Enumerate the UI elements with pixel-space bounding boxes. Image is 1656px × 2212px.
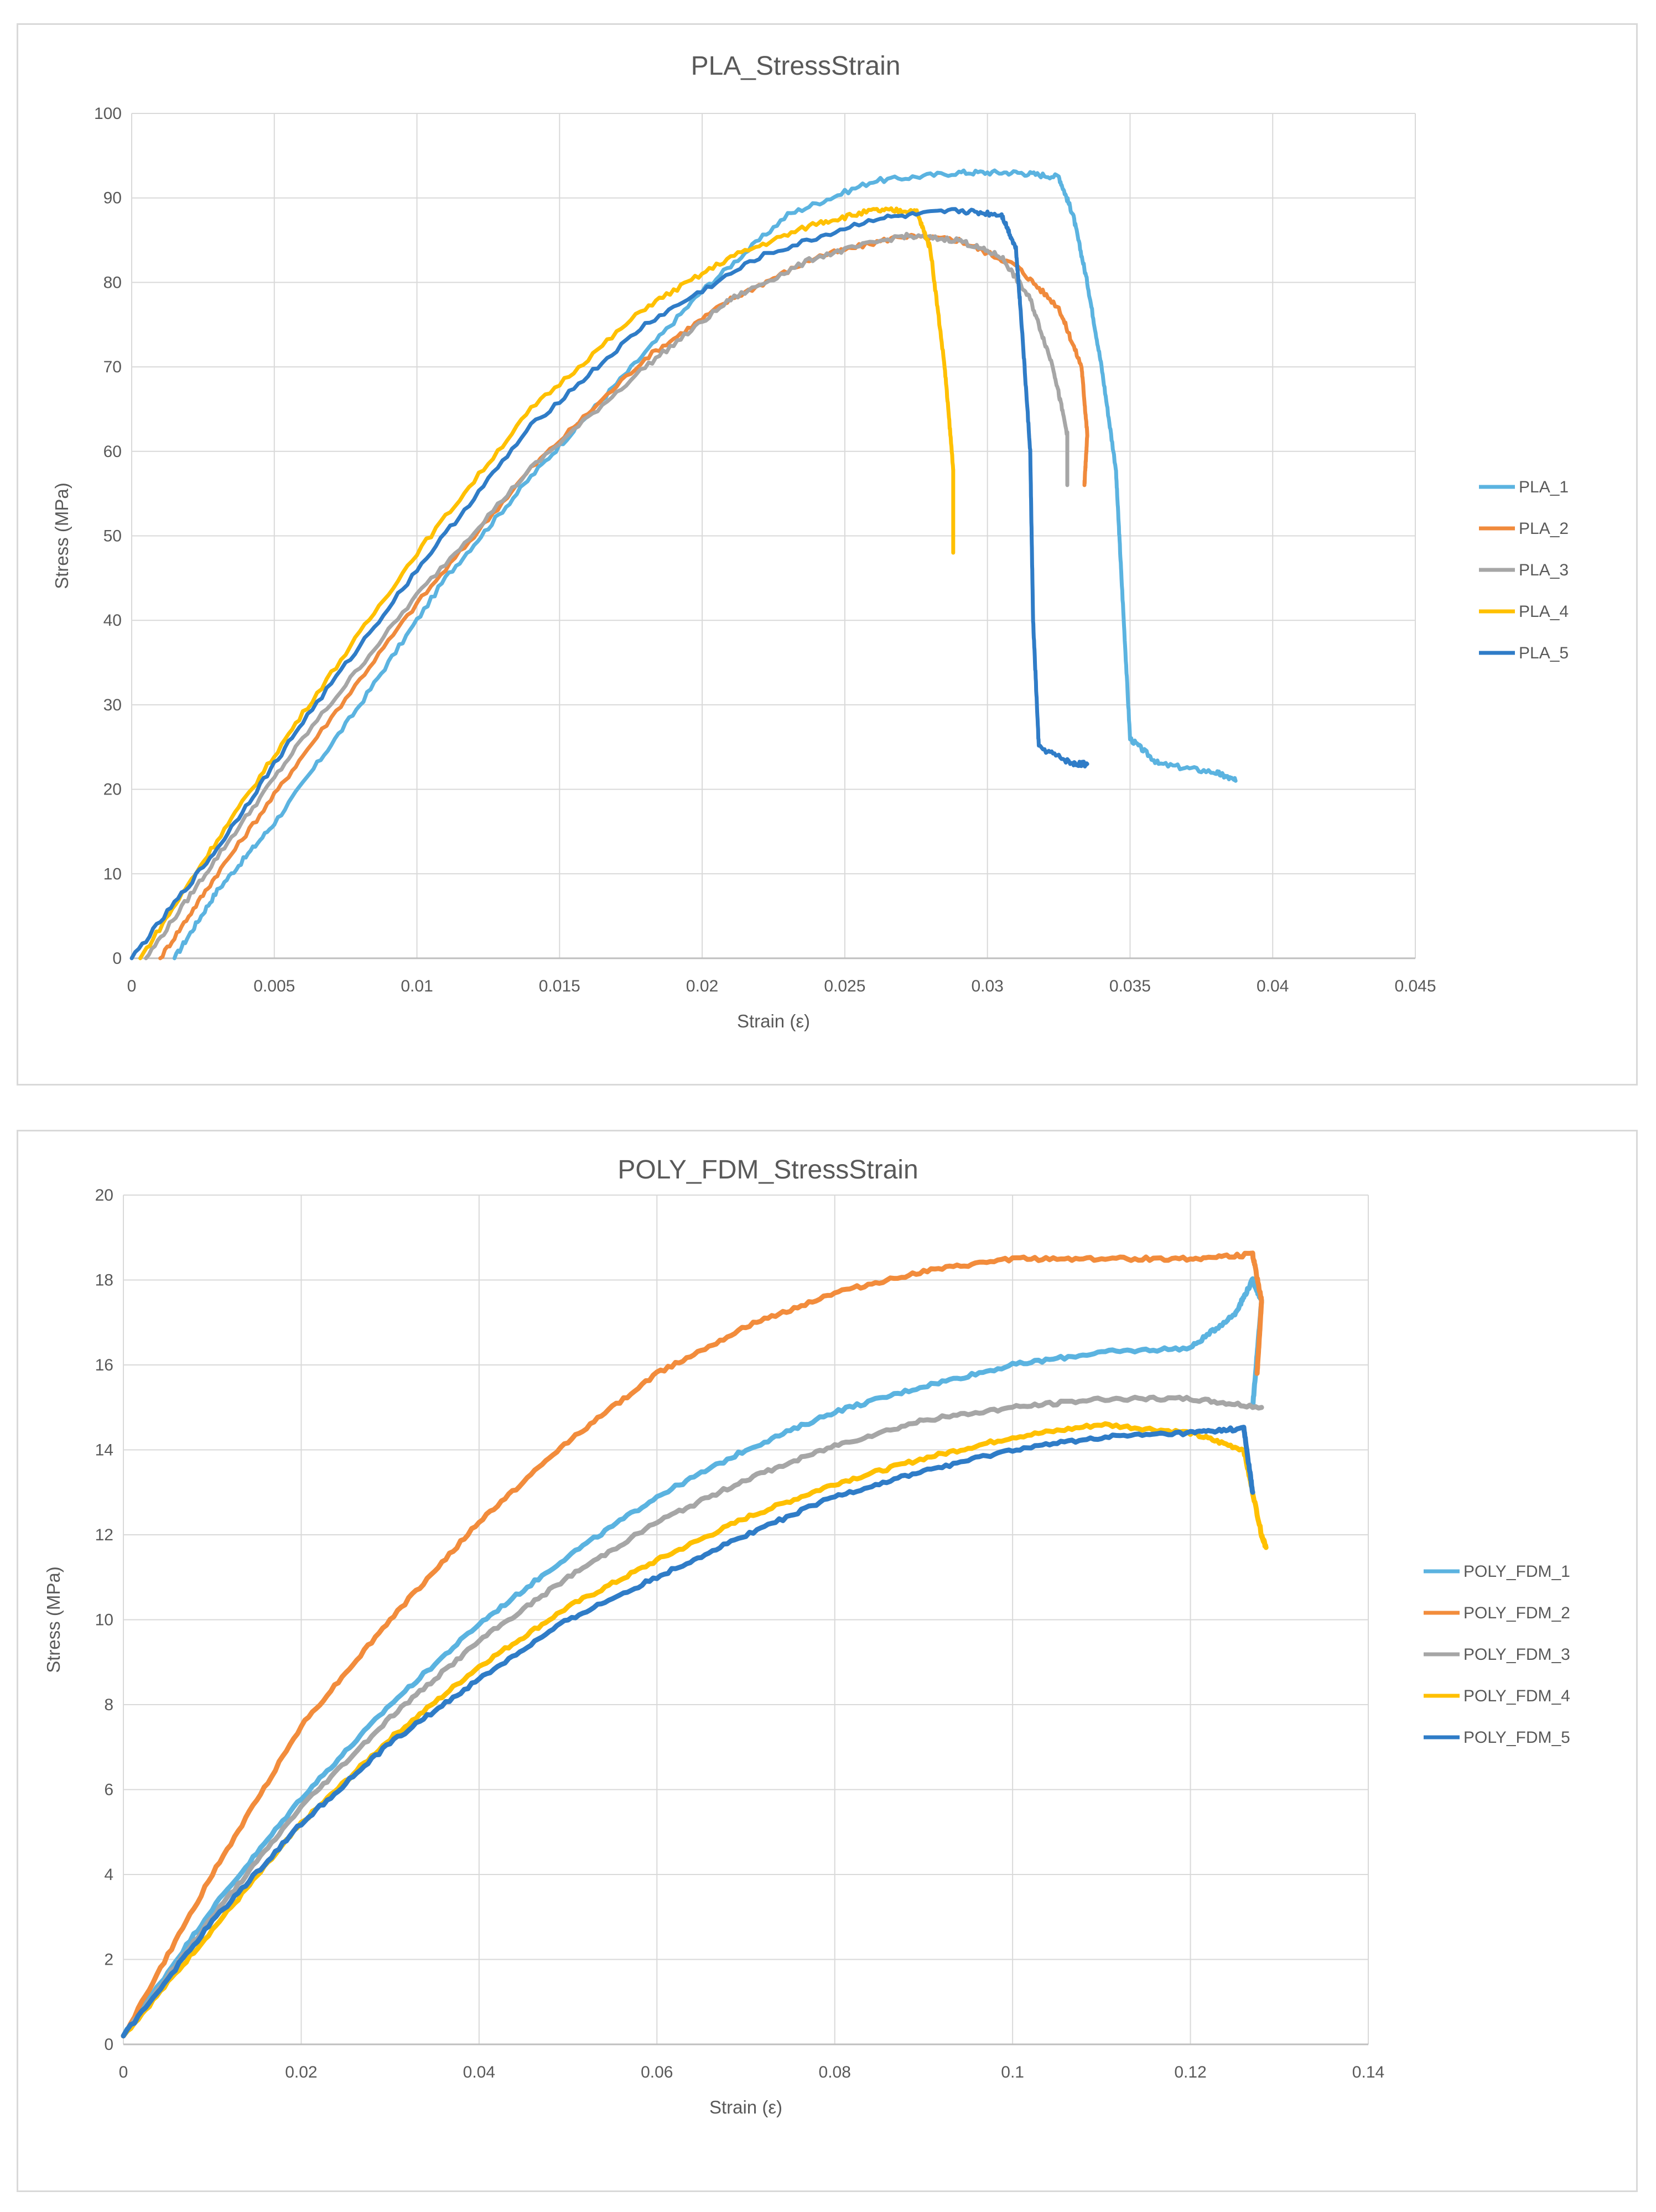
y-tick-label: 2 [104, 1951, 113, 1969]
series-line-poly-fdm-2 [121, 1250, 1264, 2039]
x-tick-label: 0 [127, 977, 137, 995]
x-tick-label: 0.04 [463, 2063, 495, 2081]
legend-label: POLY_FDM_4 [1463, 1687, 1570, 1705]
x-tick-label: 0.025 [824, 977, 865, 995]
y-tick-label: 10 [103, 865, 122, 883]
poly-fdm-chart: POLY_FDM_StressStrain 0 2 4 6 8 10 12 14 16 18 20 0 0… [43, 1155, 1570, 2117]
series-line-poly-fdm-5 [121, 1425, 1255, 2039]
y-tick-label: 80 [103, 273, 122, 292]
x-tick-label: 0.06 [641, 2063, 673, 2081]
x-tick-label: 0.02 [686, 977, 718, 995]
poly-fdm-chart-panel: POLY_FDM_StressStrain 0 2 4 6 8 10 12 14 16 18 20 0 0… [17, 1130, 1638, 2192]
x-tick-label: 0 [119, 2063, 128, 2081]
chart-title: PLA_StressStrain [691, 51, 901, 81]
legend-label: PLA_1 [1519, 478, 1569, 496]
x-axis-label: Strain (ε) [737, 1011, 810, 1031]
x-tick-label: 0.03 [971, 977, 1003, 995]
y-axis-label: Stress (MPa) [51, 482, 72, 589]
y-tick-label: 10 [95, 1611, 113, 1629]
x-tick-label: 0.01 [401, 977, 433, 995]
y-tick-label: 14 [95, 1441, 113, 1460]
y-tick-label: 8 [104, 1696, 113, 1714]
y-tick-label: 0 [104, 2036, 113, 2054]
series-line-poly-fdm-1 [121, 1276, 1264, 2039]
y-tick-label: 40 [103, 611, 122, 630]
chart-title: POLY_FDM_StressStrain [617, 1155, 918, 1185]
legend-label: PLA_5 [1519, 644, 1569, 662]
y-tick-label: 4 [104, 1866, 113, 1884]
series-line-pla-1 [172, 168, 1238, 960]
y-tick-label: 20 [95, 1186, 113, 1204]
x-tick-label: 0.045 [1394, 977, 1436, 995]
pla-chart-panel: PLA_StressStrain 0 10 20 30 40 50 60 70 80 90 100 0 0… [17, 23, 1638, 1086]
y-tick-label: 20 [103, 781, 122, 799]
y-axis-label: Stress (MPa) [43, 1566, 64, 1673]
y-tick-label: 6 [104, 1781, 113, 1799]
y-tick-label: 0 [112, 949, 122, 968]
y-tick-label: 50 [103, 527, 122, 546]
x-tick-label: 0.14 [1352, 2063, 1384, 2081]
legend-label: PLA_3 [1519, 561, 1569, 579]
y-tick-label: 30 [103, 696, 122, 714]
x-tick-label: 0.1 [1001, 2063, 1024, 2081]
legend-label: PLA_4 [1519, 603, 1569, 621]
x-tick-label: 0.04 [1257, 977, 1289, 995]
legend-label: POLY_FDM_5 [1463, 1728, 1570, 1747]
legend-label: POLY_FDM_1 [1463, 1562, 1570, 1581]
series-line-pla-3 [144, 232, 1070, 960]
series-line-pla-5 [129, 207, 1089, 960]
y-tick-label: 18 [95, 1271, 113, 1290]
series-line-poly-fdm-3 [121, 1394, 1264, 2039]
legend-label: POLY_FDM_2 [1463, 1604, 1570, 1622]
pla-chart: PLA_StressStrain 0 10 20 30 40 50 60 70 80 90 100 0 0… [51, 51, 1569, 1031]
x-tick-label: 0.08 [819, 2063, 851, 2081]
x-tick-label: 0.02 [285, 2063, 317, 2081]
series-line-poly-fdm-4 [121, 1421, 1269, 2039]
series-line-pla-4 [138, 206, 956, 960]
x-axis-label: Strain (ε) [709, 2097, 782, 2117]
y-tick-label: 16 [95, 1356, 113, 1374]
x-tick-label: 0.005 [253, 977, 295, 995]
x-tick-label: 0.12 [1174, 2063, 1206, 2081]
legend-label: PLA_2 [1519, 520, 1569, 538]
y-tick-label: 12 [95, 1526, 113, 1544]
y-tick-label: 70 [103, 358, 122, 376]
y-tick-label: 90 [103, 189, 122, 207]
legend-label: POLY_FDM_3 [1463, 1645, 1570, 1664]
x-tick-label: 0.015 [539, 977, 580, 995]
y-tick-label: 100 [94, 105, 122, 123]
y-tick-label: 60 [103, 443, 122, 461]
x-tick-label: 0.035 [1109, 977, 1151, 995]
